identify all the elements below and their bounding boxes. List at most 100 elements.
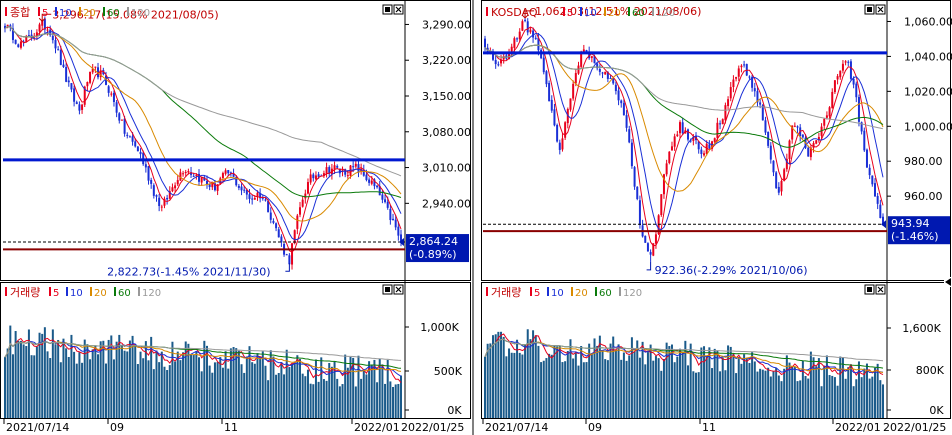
volume-bar — [211, 372, 214, 418]
candle-body — [70, 83, 73, 90]
close-icon[interactable] — [875, 284, 886, 295]
legend-ma-swatch — [90, 287, 92, 296]
candle-body — [494, 60, 497, 65]
volume-bar — [272, 356, 275, 418]
candle-body — [91, 68, 94, 73]
candle-body — [110, 93, 113, 95]
legend-ma-swatch — [580, 7, 582, 16]
scroll-left-icon[interactable] — [945, 278, 951, 286]
legend-ma-120: 120 — [131, 8, 150, 19]
volume-bar — [534, 335, 537, 418]
volume-bar — [508, 348, 511, 418]
volume-bar — [102, 340, 105, 418]
price-tick-label: 980.00 — [904, 155, 943, 168]
close-icon-glyph[interactable] — [877, 6, 884, 13]
candle-body — [716, 122, 719, 138]
candle-body — [75, 102, 78, 104]
volume-bar — [86, 344, 89, 418]
volume-bar — [370, 364, 373, 418]
last-price-badge — [888, 216, 950, 245]
volume-bar — [336, 378, 339, 418]
restore-icon[interactable] — [864, 284, 875, 295]
volume-bar — [320, 357, 323, 418]
low-annotation-leader — [285, 263, 290, 272]
candle-body — [668, 151, 671, 163]
candle-body — [198, 173, 201, 182]
candle-body — [67, 80, 70, 83]
candle-body — [721, 119, 724, 125]
candle-body — [245, 189, 248, 195]
close-icon[interactable] — [875, 4, 886, 15]
legend-ma-120: 120 — [623, 288, 642, 299]
restore-icon-glyph[interactable] — [385, 7, 390, 12]
candle-body — [224, 170, 227, 174]
close-icon-glyph[interactable] — [395, 6, 402, 13]
legend-ma-swatch — [66, 287, 68, 296]
volume-bar — [577, 365, 580, 418]
volume-bar — [532, 330, 535, 418]
candle-body — [104, 75, 107, 85]
volume-bar — [593, 338, 596, 418]
volume-bar — [484, 356, 486, 418]
volume-bar — [590, 353, 593, 418]
candle-body — [248, 194, 251, 199]
candle-body — [873, 183, 876, 197]
last-price-change: (-0.89%) — [409, 248, 457, 261]
price-tick-label: 1,000.00 — [904, 120, 952, 133]
volume-bar — [684, 340, 687, 418]
volume-bar — [729, 346, 732, 418]
candle-body — [373, 179, 376, 187]
volume-bar — [721, 357, 724, 418]
volume-bar — [221, 367, 224, 418]
legend-ma-swatch — [114, 287, 116, 296]
volume-bar — [580, 346, 583, 418]
volume-bar — [799, 380, 802, 418]
close-icon-glyph[interactable] — [877, 286, 884, 293]
volume-bar — [630, 337, 633, 418]
close-icon[interactable] — [393, 4, 404, 15]
candle-body — [724, 105, 727, 121]
volume-bar — [365, 374, 368, 418]
restore-icon-glyph[interactable] — [867, 7, 872, 12]
candle-body — [604, 71, 607, 75]
restore-icon-glyph[interactable] — [385, 287, 390, 292]
volume-bar — [322, 379, 325, 418]
legend-ma-5: 5 — [42, 8, 48, 19]
candle-body — [574, 73, 577, 84]
restore-icon-glyph[interactable] — [867, 287, 872, 292]
volume-bar — [219, 357, 222, 418]
volume-bar — [865, 363, 868, 418]
candle-body — [253, 198, 256, 200]
restore-icon[interactable] — [382, 284, 393, 295]
candle-body — [558, 142, 561, 150]
restore-icon[interactable] — [382, 4, 393, 15]
volume-bar — [19, 340, 22, 418]
volume-ma-line-10 — [4, 340, 402, 377]
candle-body — [346, 175, 349, 177]
last-price-value: 2,864.24 — [409, 235, 458, 248]
volume-bar — [27, 329, 30, 418]
volume-bar — [633, 351, 636, 418]
volume-bar — [761, 369, 764, 418]
restore-icon[interactable] — [864, 4, 875, 15]
price-tick-label: 3,290.00 — [422, 18, 471, 31]
candle-body — [756, 91, 759, 103]
legend-ma-60: 60 — [599, 288, 612, 299]
volume-bar — [147, 360, 150, 418]
candle-body — [174, 185, 177, 189]
candle-body — [863, 130, 866, 151]
close-icon-glyph[interactable] — [395, 286, 402, 293]
volume-bar — [62, 338, 65, 418]
x-tick-label: 2021/07/14 — [485, 421, 548, 434]
candle-body — [729, 87, 732, 99]
volume-bar — [529, 339, 532, 418]
close-icon[interactable] — [393, 284, 404, 295]
volume-bar — [860, 377, 863, 418]
panel-kospi: 3,290.00 3,220.00 3,150.00 3,080.00 3,010.00… — [0, 0, 471, 434]
volume-bar — [863, 368, 866, 418]
volume-bar — [43, 327, 46, 418]
volume-bar — [49, 358, 52, 418]
candle-body — [593, 56, 596, 64]
volume-bar — [844, 378, 847, 418]
volume-bar — [174, 361, 177, 418]
